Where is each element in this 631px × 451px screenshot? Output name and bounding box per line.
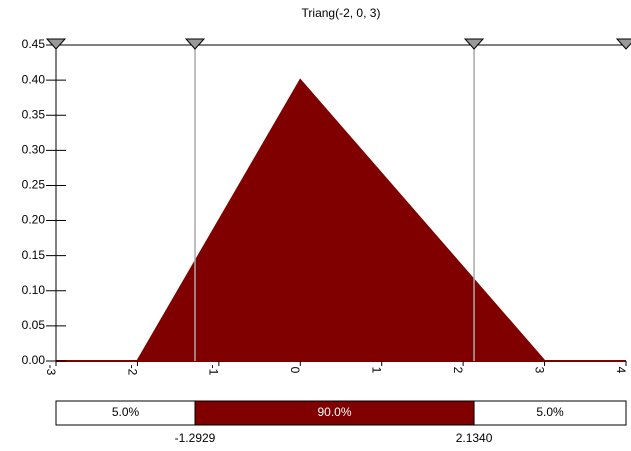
- x-tick-label: 1: [370, 367, 384, 374]
- x-tick-label: 0: [288, 367, 302, 374]
- percent-label: 5.0%: [112, 405, 140, 419]
- y-tick-label: 0.30: [22, 143, 46, 157]
- x-tick-label: 3: [532, 367, 546, 374]
- y-tick-label: 0.45: [22, 37, 46, 51]
- chart-title: Triang(-2, 0, 3): [302, 6, 381, 20]
- y-tick-label: 0.15: [22, 248, 46, 262]
- x-tick-label: 4: [614, 367, 628, 374]
- area: [56, 78, 626, 362]
- percent-segment: [473, 400, 627, 426]
- percent-label: 5.0%: [536, 405, 564, 419]
- y-tick-label: 0.05: [22, 318, 46, 332]
- y-tick-label: 0.20: [22, 213, 46, 227]
- delimiter-marker: [184, 38, 206, 50]
- x-tick-label: -2: [125, 365, 139, 376]
- delimiter-marker: [615, 38, 631, 50]
- percent-segment: [55, 400, 196, 426]
- x-tick-label: -1: [207, 365, 221, 376]
- percent-label: 90.0%: [318, 405, 352, 419]
- delimiter-marker: [45, 38, 67, 50]
- y-tick-label: 0.35: [22, 107, 46, 121]
- x-tick-label: 2: [451, 367, 465, 374]
- delimiter-marker: [463, 38, 485, 50]
- x-tick-label: -3: [44, 365, 58, 376]
- y-tick-label: 0.25: [22, 178, 46, 192]
- y-tick-label: 0.40: [22, 72, 46, 86]
- y-tick-label: 0.10: [22, 283, 46, 297]
- delimiter-label: -1.2929: [175, 431, 216, 445]
- delimiter-label: 2.1340: [456, 431, 493, 445]
- y-tick-label: 0.00: [22, 353, 46, 367]
- percent-segment: [194, 400, 475, 426]
